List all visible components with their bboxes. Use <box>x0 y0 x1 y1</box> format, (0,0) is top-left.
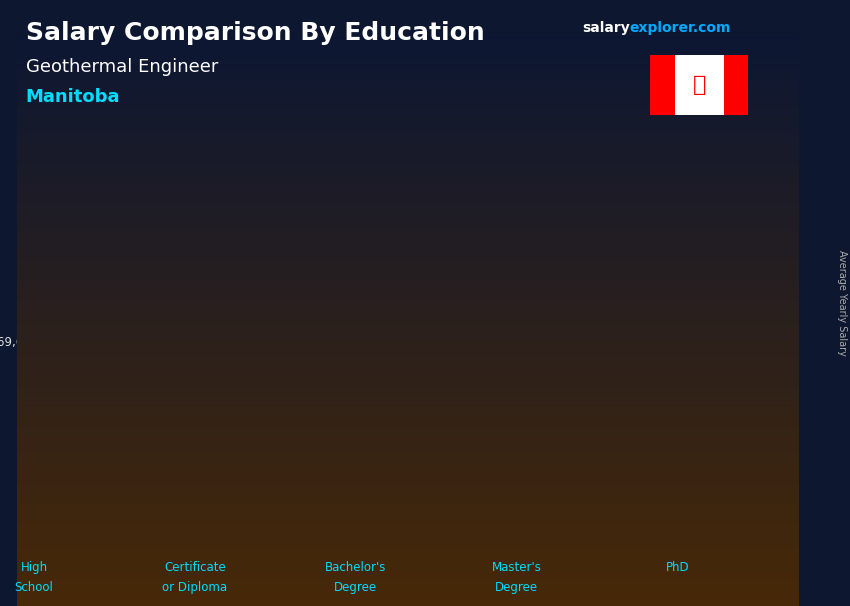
Text: High: High <box>20 561 48 573</box>
Polygon shape <box>370 281 446 524</box>
Text: or Diploma: or Diploma <box>162 581 228 593</box>
Polygon shape <box>222 332 299 524</box>
Polygon shape <box>665 81 692 524</box>
Text: or Diploma: or Diploma <box>228 567 293 579</box>
Text: Degree: Degree <box>534 567 577 579</box>
Polygon shape <box>594 142 602 524</box>
Polygon shape <box>370 281 396 524</box>
Text: 161,000 CAD: 161,000 CAD <box>433 124 510 137</box>
Text: +27%: +27% <box>310 171 360 187</box>
Polygon shape <box>517 142 602 150</box>
Polygon shape <box>75 363 101 524</box>
Bar <box>723 55 748 115</box>
Text: Degree: Degree <box>495 581 538 593</box>
Polygon shape <box>446 273 455 524</box>
Polygon shape <box>741 73 750 524</box>
Polygon shape <box>299 324 307 524</box>
Polygon shape <box>517 150 594 524</box>
Text: +53%: +53% <box>457 41 507 56</box>
Text: PhD: PhD <box>691 542 715 555</box>
FancyArrowPatch shape <box>138 299 247 343</box>
Text: Bachelor's: Bachelor's <box>377 542 439 555</box>
Text: PhD: PhD <box>666 561 689 573</box>
Text: School: School <box>14 581 54 593</box>
FancyArrowPatch shape <box>580 54 690 130</box>
Text: 69,600 CAD: 69,600 CAD <box>0 336 67 350</box>
Text: Master's: Master's <box>491 561 541 573</box>
FancyArrowPatch shape <box>431 125 542 260</box>
Polygon shape <box>517 150 544 524</box>
Text: 191,000 CAD: 191,000 CAD <box>580 55 657 67</box>
Text: 105,000 CAD: 105,000 CAD <box>285 254 362 267</box>
Polygon shape <box>222 332 249 524</box>
Bar <box>675 55 723 115</box>
Polygon shape <box>222 324 307 332</box>
Text: High: High <box>99 542 127 555</box>
Text: salary: salary <box>582 21 630 35</box>
Text: Manitoba: Manitoba <box>26 88 120 106</box>
Text: Degree: Degree <box>334 581 377 593</box>
Text: Salary Comparison By Education: Salary Comparison By Education <box>26 21 484 45</box>
Text: 82,800 CAD: 82,800 CAD <box>144 306 215 319</box>
Text: Certificate: Certificate <box>230 542 292 555</box>
Text: School: School <box>94 567 133 579</box>
Text: Bachelor's: Bachelor's <box>325 561 387 573</box>
Polygon shape <box>75 363 151 524</box>
Text: 🍁: 🍁 <box>693 75 706 95</box>
Polygon shape <box>151 355 160 524</box>
Text: Average Yearly Salary: Average Yearly Salary <box>837 250 847 356</box>
Polygon shape <box>665 73 750 81</box>
Text: Degree: Degree <box>387 567 429 579</box>
FancyArrowPatch shape <box>285 252 395 312</box>
Polygon shape <box>370 273 455 281</box>
Polygon shape <box>665 81 741 524</box>
Text: Master's: Master's <box>530 542 581 555</box>
Polygon shape <box>75 355 160 363</box>
Text: +19%: +19% <box>162 223 212 238</box>
Text: explorer.com: explorer.com <box>629 21 730 35</box>
Text: Geothermal Engineer: Geothermal Engineer <box>26 58 218 76</box>
Bar <box>650 55 675 115</box>
Text: Certificate: Certificate <box>164 561 226 573</box>
